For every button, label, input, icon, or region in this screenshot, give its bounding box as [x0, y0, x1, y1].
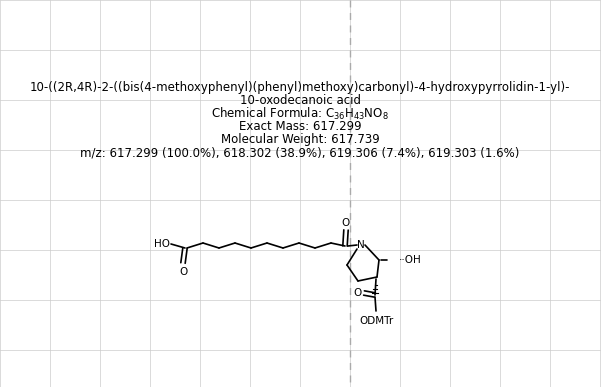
Text: N: N — [357, 240, 365, 250]
Text: O: O — [342, 218, 350, 228]
Text: ··OH: ··OH — [399, 255, 422, 265]
Text: O: O — [354, 288, 362, 298]
Text: ODMTr: ODMTr — [359, 316, 393, 326]
Text: Exact Mass: 617.299: Exact Mass: 617.299 — [239, 120, 361, 134]
Text: 10-oxodecanoic acid: 10-oxodecanoic acid — [240, 94, 361, 108]
Text: m/z: 617.299 (100.0%), 618.302 (38.9%), 619.306 (7.4%), 619.303 (1.6%): m/z: 617.299 (100.0%), 618.302 (38.9%), … — [81, 147, 520, 159]
Text: HO: HO — [154, 239, 170, 249]
Text: Molecular Weight: 617.739: Molecular Weight: 617.739 — [221, 134, 379, 147]
Text: O: O — [179, 267, 187, 277]
Text: 10-((2R,4R)-2-((bis(4-methoxyphenyl)(phenyl)methoxy)carbonyl)-4-hydroxypyrrolidi: 10-((2R,4R)-2-((bis(4-methoxyphenyl)(phe… — [30, 82, 570, 94]
Text: Chemical Formula: $\mathregular{C_{36}H_{43}NO_{8}}$: Chemical Formula: $\mathregular{C_{36}H_… — [211, 106, 389, 122]
